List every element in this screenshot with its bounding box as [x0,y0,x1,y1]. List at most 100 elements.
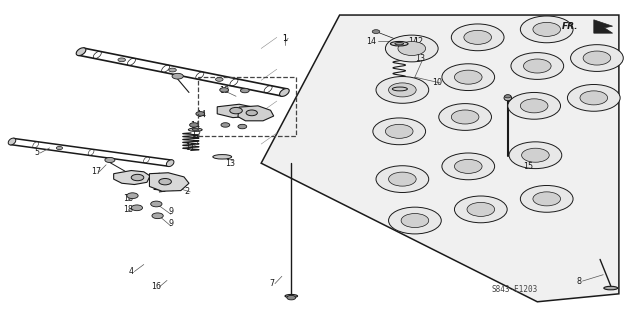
Ellipse shape [166,160,174,167]
Circle shape [452,110,479,124]
Circle shape [373,118,426,145]
Text: 12: 12 [413,37,423,46]
Circle shape [523,59,551,73]
Circle shape [583,51,611,65]
Circle shape [467,202,494,216]
Ellipse shape [395,43,404,45]
Ellipse shape [279,89,289,96]
Text: 15: 15 [523,162,533,171]
Text: S843-E1203: S843-E1203 [491,284,538,293]
Circle shape [376,166,429,193]
Ellipse shape [76,48,86,56]
Circle shape [508,92,560,119]
Circle shape [127,193,138,198]
Text: 10: 10 [432,78,442,87]
Text: 6: 6 [170,184,174,193]
Circle shape [246,110,257,116]
Circle shape [511,52,564,79]
Circle shape [520,186,573,212]
Circle shape [442,64,494,91]
Circle shape [401,213,429,228]
Text: 9: 9 [168,207,174,216]
Circle shape [196,112,204,116]
Text: 3: 3 [140,175,145,184]
Circle shape [509,142,562,169]
Circle shape [389,207,442,234]
Circle shape [172,73,183,79]
Text: 14: 14 [190,121,200,130]
Text: 8: 8 [577,276,582,285]
Circle shape [455,70,482,84]
Ellipse shape [8,138,16,145]
Circle shape [105,157,115,163]
Circle shape [398,42,426,55]
Text: 13: 13 [415,54,425,63]
Circle shape [533,192,560,206]
Circle shape [439,104,491,130]
Text: 11: 11 [185,143,195,152]
Circle shape [240,88,249,93]
Circle shape [372,30,380,34]
Text: 7: 7 [269,279,274,288]
Text: 2: 2 [184,188,190,196]
Text: 14: 14 [367,37,377,46]
Text: 5: 5 [35,148,40,157]
Circle shape [230,108,242,114]
Circle shape [520,99,548,113]
Ellipse shape [192,129,198,131]
Circle shape [131,205,143,211]
Text: FR.: FR. [562,22,578,31]
Ellipse shape [285,294,298,298]
Circle shape [455,196,507,223]
Circle shape [159,179,172,185]
Ellipse shape [504,95,511,101]
Text: 14: 14 [196,110,206,119]
Polygon shape [217,104,258,118]
Circle shape [216,77,223,81]
Ellipse shape [604,286,618,290]
Circle shape [152,213,164,219]
Circle shape [389,172,416,186]
Ellipse shape [392,87,408,91]
Circle shape [533,22,560,36]
Circle shape [118,58,125,62]
Circle shape [238,124,247,129]
Circle shape [520,16,573,43]
Text: 14: 14 [408,37,418,46]
Ellipse shape [188,128,202,131]
Text: 17: 17 [91,167,101,176]
Text: 18: 18 [123,205,133,214]
Polygon shape [594,20,613,33]
Circle shape [151,201,162,207]
Circle shape [389,83,416,97]
Text: 4: 4 [129,267,134,276]
Polygon shape [150,173,189,191]
Ellipse shape [213,155,231,159]
Circle shape [221,123,230,127]
Text: 13: 13 [225,159,235,168]
Circle shape [376,76,429,103]
Circle shape [57,147,62,150]
Circle shape [452,24,504,51]
Text: 18: 18 [123,194,133,204]
Text: 9: 9 [168,219,174,228]
Circle shape [455,159,482,173]
Circle shape [567,84,620,111]
Circle shape [442,153,494,180]
Text: 16: 16 [152,282,162,291]
Circle shape [571,45,623,71]
Circle shape [464,30,491,44]
Polygon shape [261,15,619,302]
Circle shape [220,88,228,92]
Circle shape [386,35,438,62]
Bar [198,77,296,136]
Circle shape [386,124,413,138]
Circle shape [287,295,296,300]
Circle shape [504,95,511,98]
Text: 18: 18 [219,86,229,95]
Polygon shape [114,171,150,185]
Circle shape [131,174,144,181]
Ellipse shape [391,42,408,46]
Text: 12: 12 [191,130,201,139]
Text: 1: 1 [282,34,287,43]
